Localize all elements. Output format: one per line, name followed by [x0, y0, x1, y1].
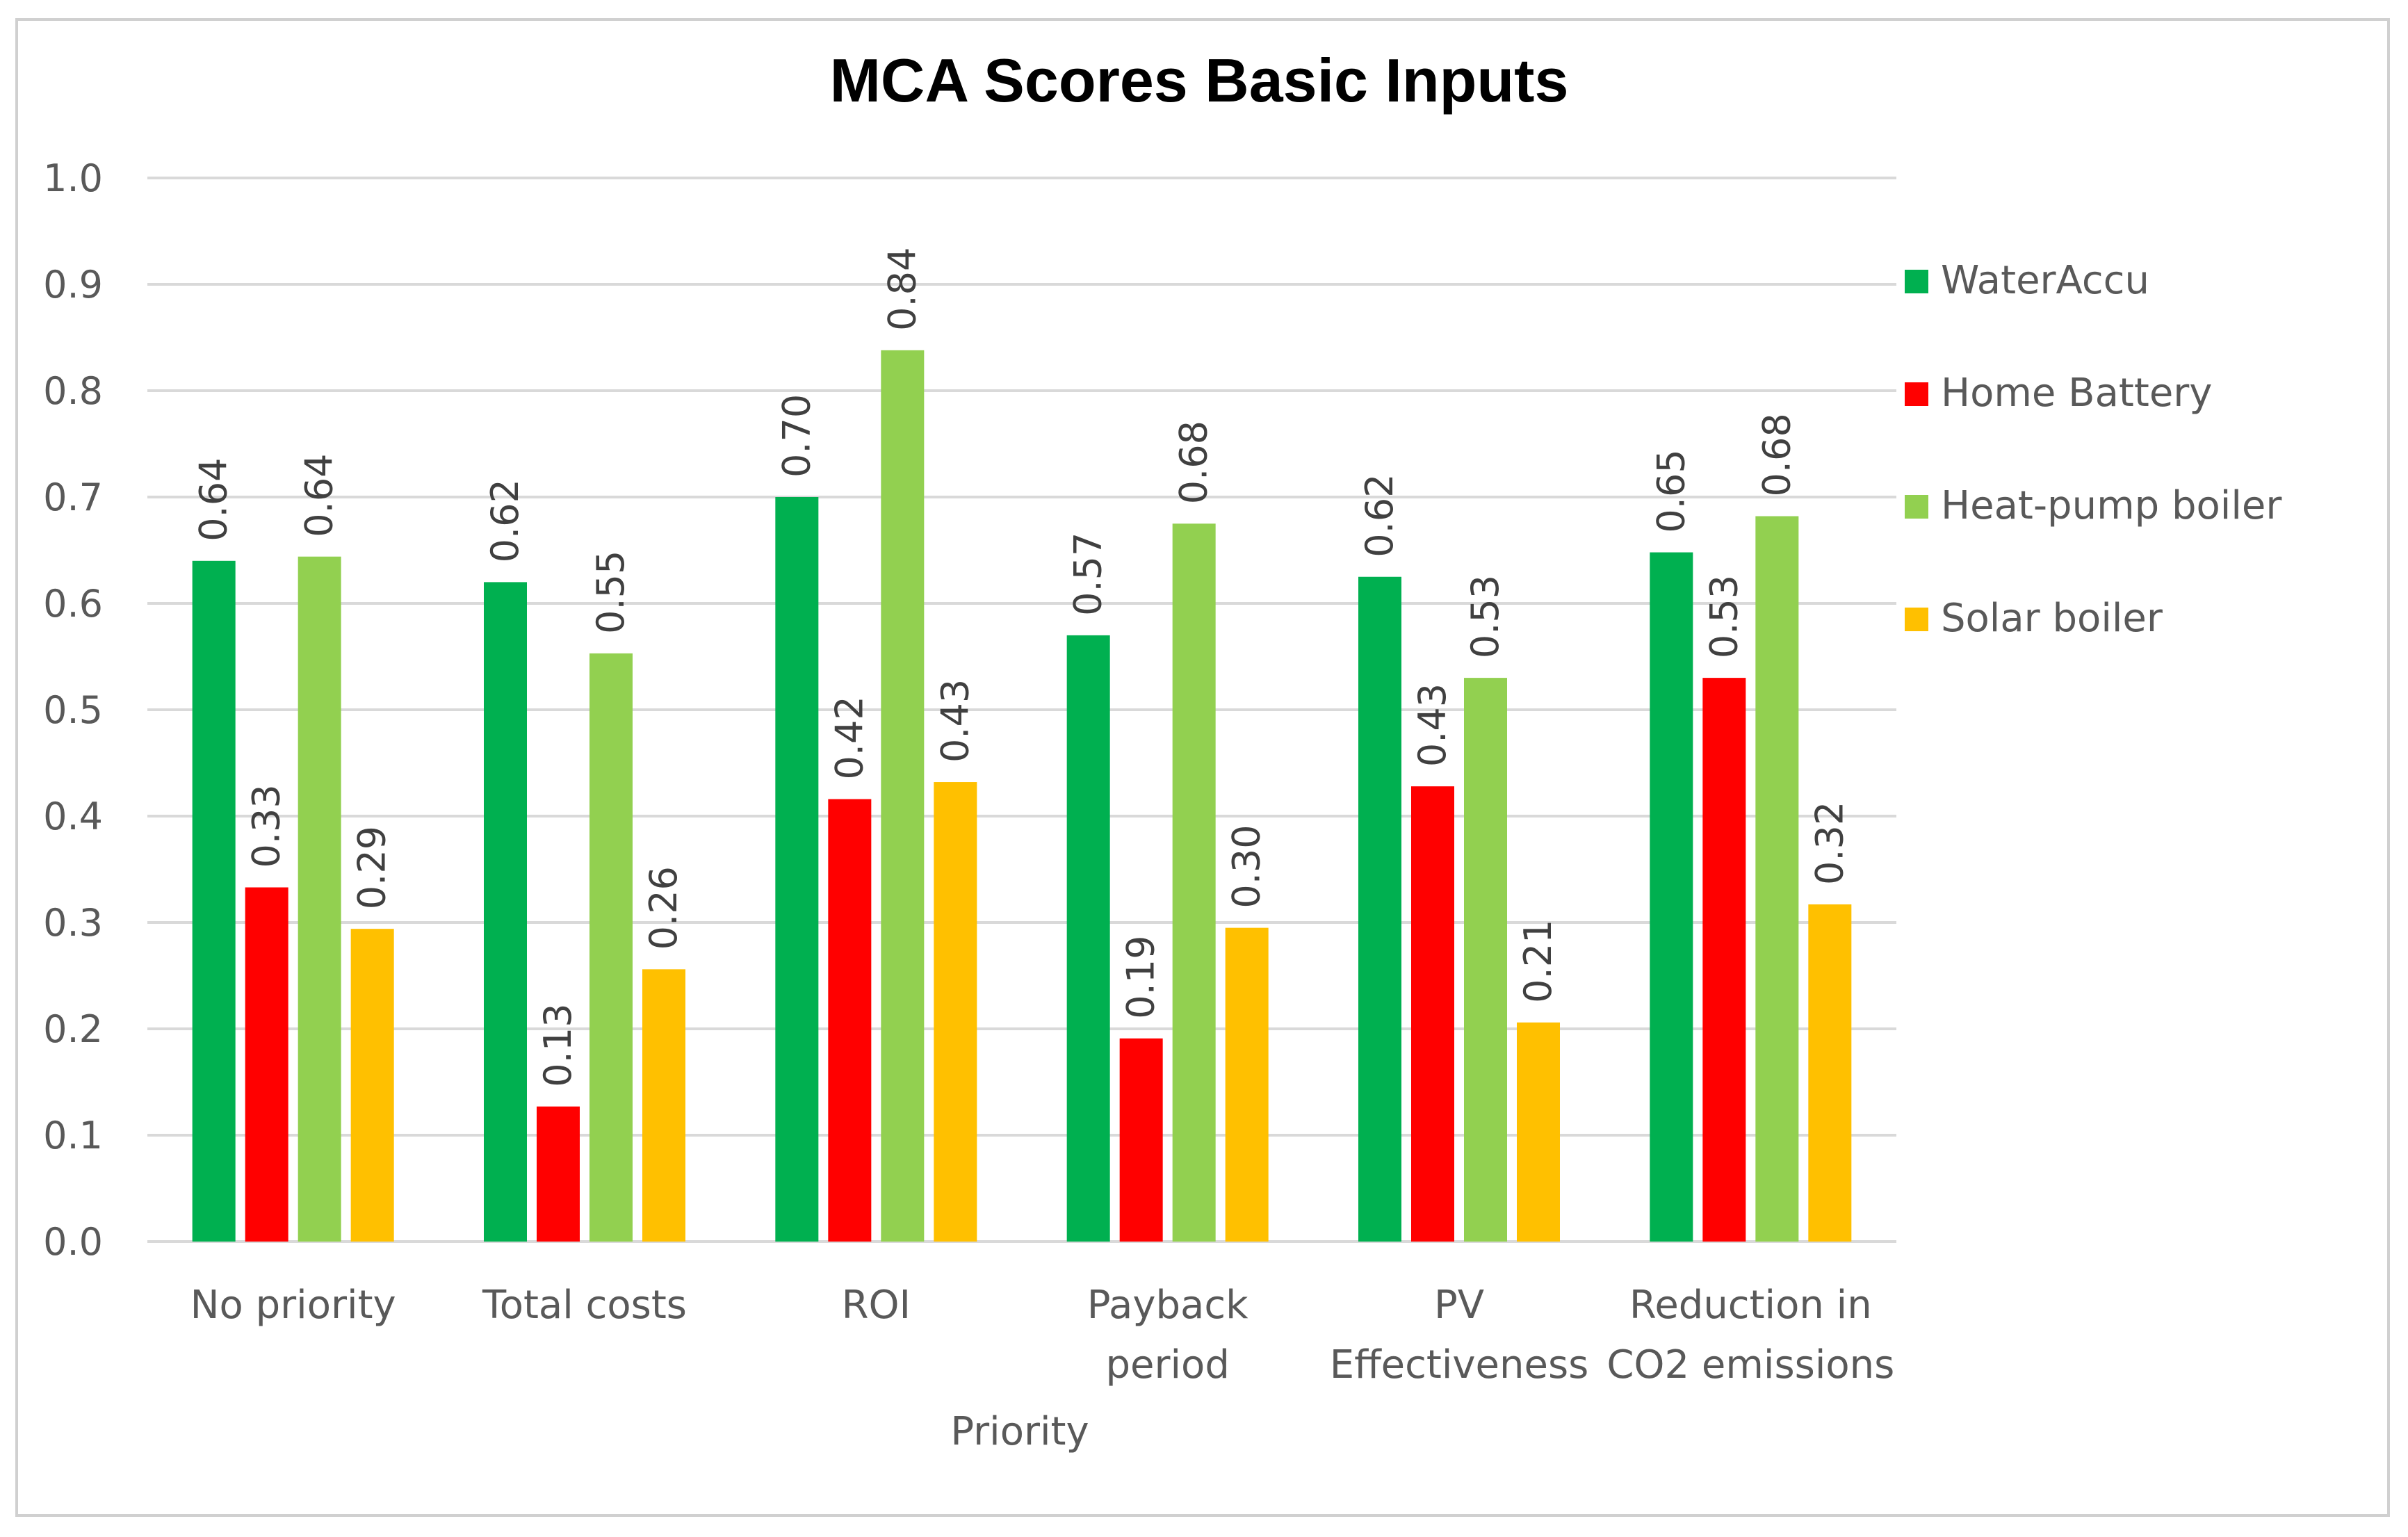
bar	[1755, 516, 1799, 1242]
bar	[1411, 786, 1454, 1242]
data-label: 0.62	[1358, 474, 1401, 558]
bar	[1066, 635, 1110, 1242]
data-label: 0.68	[1755, 413, 1798, 496]
y-axis-ticks: 0.0 0.1 0.2 0.3 0.4 0.5 0.6 0.7 0.8 0.9 1.0	[43, 156, 103, 1264]
data-label: 0.84	[880, 247, 924, 331]
bar	[1517, 1022, 1560, 1242]
bars	[192, 350, 1852, 1242]
data-label: 0.33	[245, 784, 288, 868]
y-tick-label: 0.7	[43, 475, 103, 519]
data-label: 0.43	[933, 679, 977, 763]
data-label: 0.57	[1066, 532, 1110, 616]
x-tick-label: ROI	[842, 1283, 911, 1328]
data-label: 0.32	[1807, 802, 1851, 885]
data-label: 0.26	[642, 866, 685, 950]
data-label: 0.53	[1463, 575, 1507, 658]
bar	[1119, 1038, 1163, 1242]
x-tick-label: Payback period	[1087, 1283, 1248, 1388]
data-label: 0.30	[1225, 824, 1269, 908]
legend: WaterAccu Home Battery Heat-pump boiler Sol…	[1905, 258, 2282, 641]
bar	[1464, 678, 1507, 1242]
data-label: 0.68	[1172, 421, 1216, 504]
bar	[1358, 576, 1401, 1242]
data-label: 0.55	[589, 551, 633, 634]
y-tick-label: 0.2	[43, 1007, 103, 1051]
y-tick-label: 0.8	[43, 369, 103, 413]
legend-swatch	[1905, 270, 1928, 293]
bar	[1650, 552, 1693, 1242]
bar	[484, 582, 527, 1242]
data-label: 0.53	[1702, 575, 1746, 658]
bar	[934, 782, 977, 1242]
bar	[192, 560, 236, 1242]
legend-swatch	[1905, 382, 1928, 406]
bar	[642, 969, 685, 1242]
chart-title: MCA Scores Basic Inputs	[830, 46, 1569, 115]
data-label: 0.65	[1649, 449, 1693, 532]
y-tick-label: 0.6	[43, 582, 103, 626]
data-label: 0.43	[1410, 683, 1454, 767]
legend-swatch	[1905, 608, 1928, 631]
y-tick-label: 0.3	[43, 901, 103, 945]
bar	[881, 350, 925, 1242]
data-label: 0.64	[298, 453, 341, 537]
data-label: 0.19	[1119, 936, 1163, 1019]
data-label: 0.21	[1516, 920, 1560, 1003]
bar	[828, 799, 872, 1242]
bar	[1808, 904, 1852, 1242]
legend-label: Heat-pump boiler	[1941, 483, 2282, 528]
x-tick-label: Reduction in CO2 emissions	[1606, 1283, 1894, 1388]
bar	[350, 929, 394, 1242]
bar	[298, 556, 341, 1242]
data-label: 0.70	[774, 394, 818, 478]
bar	[1172, 523, 1216, 1242]
data-label: 0.42	[827, 696, 871, 779]
legend-label: WaterAccu	[1941, 258, 2149, 303]
x-tick-label: Total costs	[482, 1283, 687, 1328]
bar	[245, 887, 288, 1242]
bar	[589, 653, 633, 1242]
x-tick-label: No priority	[190, 1283, 396, 1328]
data-label: 0.62	[483, 479, 527, 562]
data-labels: 0.64 0.33 0.64 0.29 0.62 0.13 0.55 0.26 0.70 0.42…	[192, 247, 1852, 1087]
x-tick-label: PV Effectiveness	[1330, 1283, 1589, 1388]
legend-label: Home Battery	[1941, 371, 2212, 416]
data-label: 0.29	[350, 826, 394, 909]
y-tick-label: 0.0	[43, 1220, 103, 1264]
bar	[1702, 678, 1746, 1242]
bar	[1225, 927, 1269, 1242]
y-tick-label: 0.1	[43, 1114, 103, 1157]
legend-swatch	[1905, 495, 1928, 519]
x-axis-categories: No priority Total costs ROI Payback period PV…	[190, 1283, 1895, 1388]
bar	[775, 497, 819, 1242]
bar	[537, 1106, 580, 1242]
legend-label: Solar boiler	[1941, 596, 2163, 641]
data-label: 0.13	[536, 1003, 580, 1087]
y-tick-label: 0.9	[43, 263, 103, 307]
data-label: 0.64	[192, 458, 236, 542]
y-tick-label: 0.4	[43, 795, 103, 838]
y-tick-label: 0.5	[43, 688, 103, 732]
x-axis-title: Priority	[950, 1409, 1089, 1454]
y-tick-label: 1.0	[43, 156, 103, 200]
gridlines	[147, 177, 1896, 1243]
